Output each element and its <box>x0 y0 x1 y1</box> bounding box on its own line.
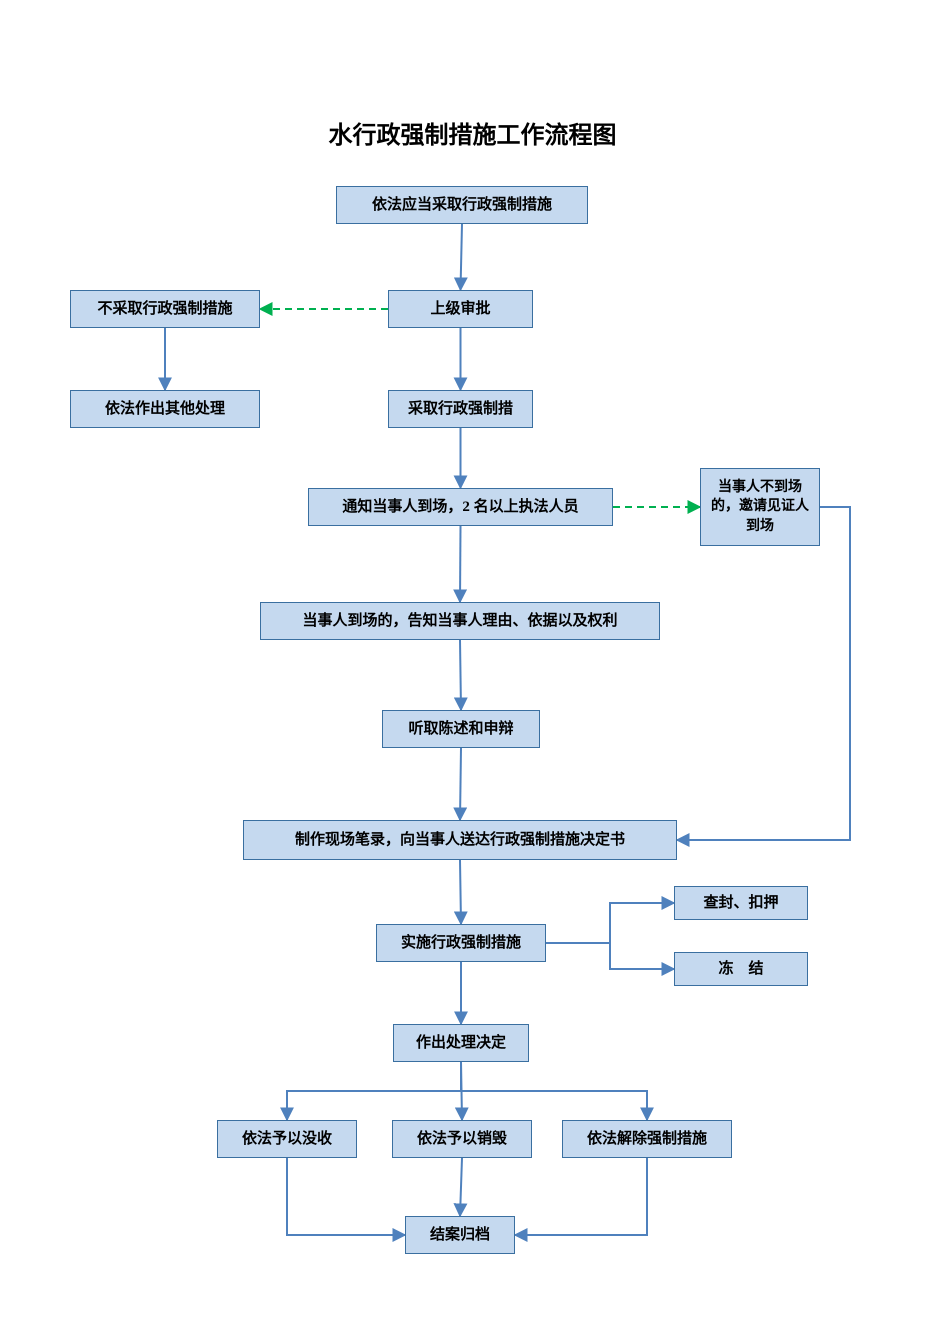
node-n10a: 依法予以没收 <box>217 1120 357 1158</box>
node-n8b: 冻 结 <box>674 952 808 986</box>
node-n2c: 依法作出其他处理 <box>70 390 260 428</box>
node-n8: 实施行政强制措施 <box>376 924 546 962</box>
node-n7: 制作现场笔录，向当事人送达行政强制措施决定书 <box>243 820 677 860</box>
page-title: 水行政强制措施工作流程图 <box>0 115 945 150</box>
node-n4b: 当事人不到场的，邀请见证人到场 <box>700 468 820 546</box>
node-n2: 上级审批 <box>388 290 533 328</box>
node-n10c: 依法解除强制措施 <box>562 1120 732 1158</box>
node-n3: 采取行政强制措 <box>388 390 533 428</box>
flowchart-page: 水行政强制措施工作流程图 依法应当采取行政强制措施上级审批不采取行政强制措施依法… <box>0 0 945 1337</box>
node-n5: 当事人到场的，告知当事人理由、依据以及权利 <box>260 602 660 640</box>
node-n2b: 不采取行政强制措施 <box>70 290 260 328</box>
node-n9: 作出处理决定 <box>393 1024 529 1062</box>
node-n11: 结案归档 <box>405 1216 515 1254</box>
node-n4: 通知当事人到场，2 名以上执法人员 <box>308 488 613 526</box>
node-n6: 听取陈述和申辩 <box>382 710 540 748</box>
node-n10b: 依法予以销毁 <box>392 1120 532 1158</box>
node-n8a: 查封、扣押 <box>674 886 808 920</box>
node-n1: 依法应当采取行政强制措施 <box>336 186 588 224</box>
